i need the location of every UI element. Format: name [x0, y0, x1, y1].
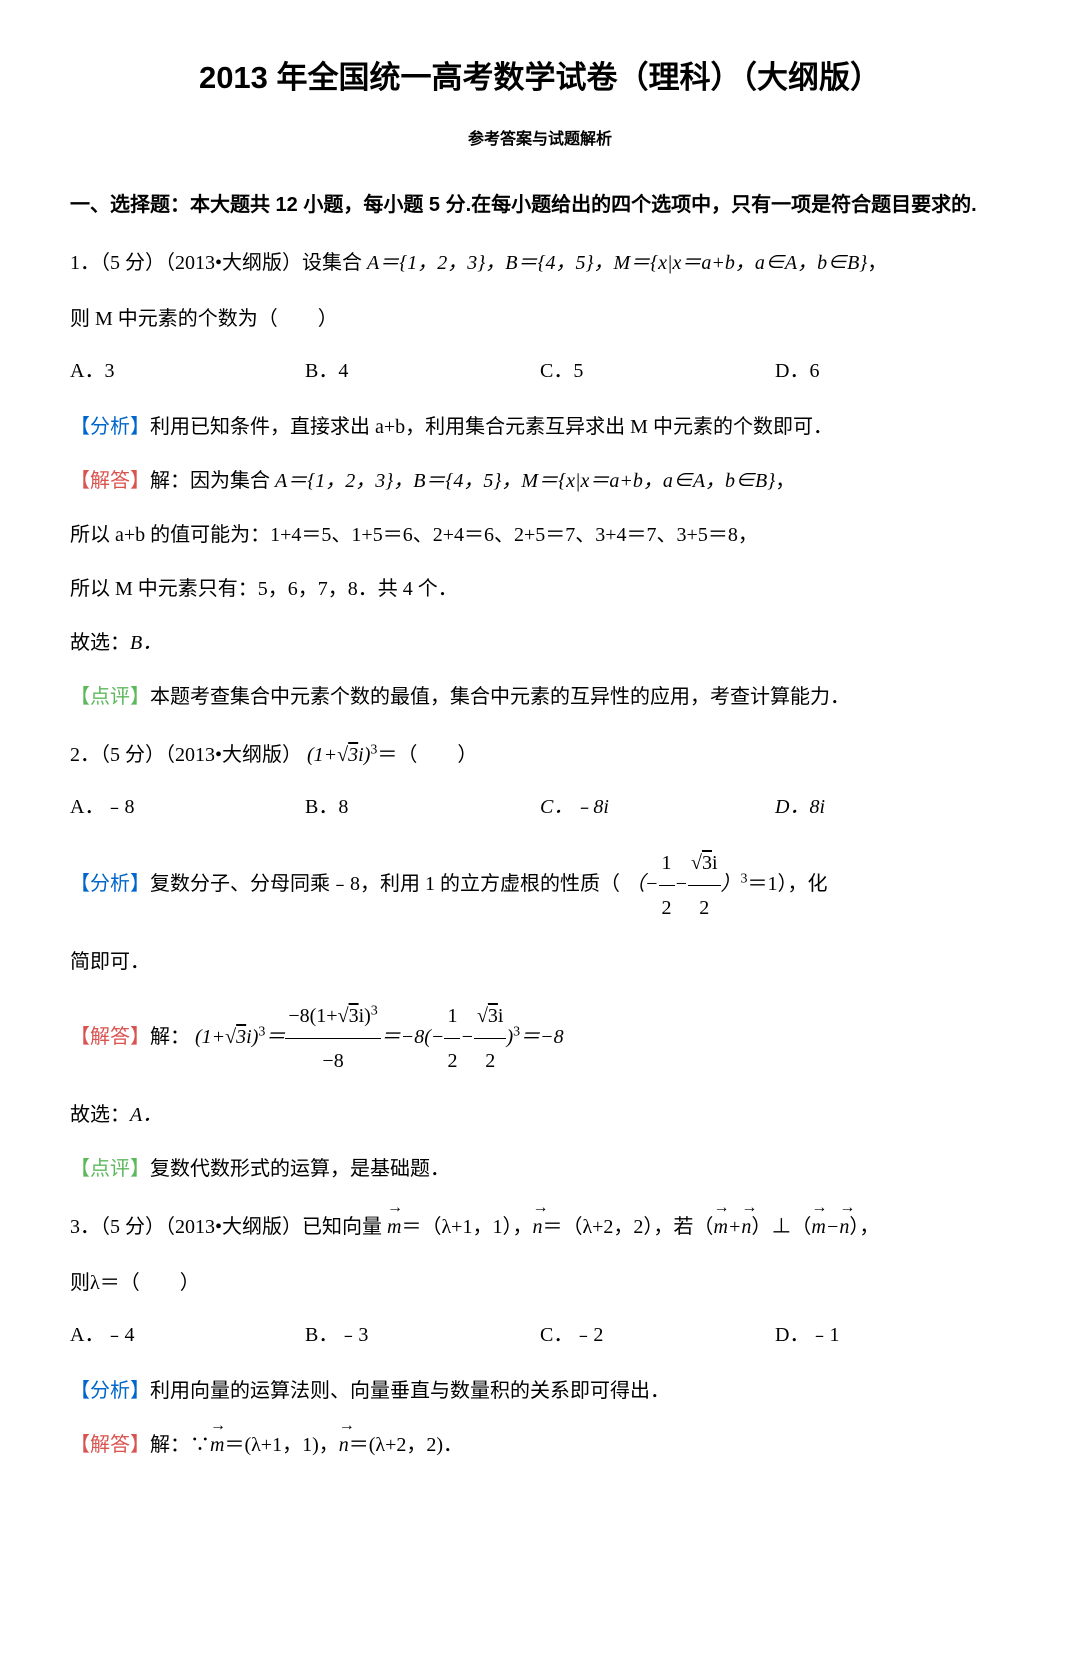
answer-prefix: 故选：	[70, 1104, 130, 1126]
q3-analysis: 【分析】利用向量的运算法则、向量垂直与数量积的关系即可得出．	[70, 1369, 1010, 1413]
q2-option-b: B．8	[305, 789, 540, 825]
q2-solution: 【解答】解： (1+√3i)3＝−8(1+√3i)3−8＝−8(−12−√3i2…	[70, 994, 1010, 1083]
q2-option-d: D．8i	[775, 789, 1010, 825]
q1-sol-pre: 因为集合	[190, 470, 275, 492]
q3-stem: 3．（5 分）（2013•大纲版）已知向量 m＝（λ+1，1），n＝（λ+2，2…	[70, 1205, 1010, 1249]
solution-label: 【解答】	[70, 470, 150, 492]
analysis-label: 【分析】	[70, 416, 150, 438]
q3-post: ），	[849, 1216, 879, 1238]
q3-number: 3．	[70, 1216, 100, 1238]
q3-option-a: A．﹣4	[70, 1317, 305, 1353]
q3-sol-pre: ∵	[190, 1434, 210, 1456]
q1-comment: 【点评】本题考查集合中元素个数的最值，集合中元素的互异性的应用，考查计算能力．	[70, 675, 1010, 719]
q2-stem: 2．（5 分）（2013•大纲版） (1+√3i)3＝（ ）	[70, 733, 1010, 777]
comment-label: 【点评】	[70, 1158, 150, 1180]
q3-option-d: D．﹣1	[775, 1317, 1010, 1353]
vector-m-icon: m	[210, 1423, 224, 1467]
question-3: 3．（5 分）（2013•大纲版）已知向量 m＝（λ+1，1），n＝（λ+2，2…	[70, 1205, 1010, 1467]
q1-number: 1．	[70, 252, 100, 274]
solve-prefix: 解：	[150, 1434, 190, 1456]
q3-mid3: ）⊥（	[751, 1216, 811, 1238]
answer-prefix: 故选：	[70, 632, 130, 654]
q2-number: 2．	[70, 744, 100, 766]
analysis-label: 【分析】	[70, 1380, 150, 1402]
vector-n-icon: n	[532, 1205, 542, 1249]
q1-answer-val: B．	[130, 632, 162, 654]
q3-diff: m−n	[811, 1216, 849, 1238]
q2-stem-post: ＝（ ）	[377, 744, 477, 766]
q3-options: A．﹣4 B．﹣3 C．﹣2 D．﹣1	[70, 1317, 1010, 1353]
question-2: 2．（5 分）（2013•大纲版） (1+√3i)3＝（ ） A．﹣8 B．8 …	[70, 733, 1010, 1191]
q1-stem-formula: A＝{1，2，3}，B＝{4，5}，M＝{x|x＝a+b，a∈A，b∈B}	[367, 252, 867, 274]
exam-subtitle: 参考答案与试题解析	[70, 126, 1010, 155]
solve-prefix: 解：	[150, 470, 190, 492]
q1-stem-1: 设集合	[302, 252, 367, 274]
q2-answer-val: A．	[130, 1104, 162, 1126]
q3-marks: （5 分）（2013•大纲版）	[100, 1216, 302, 1238]
solution-label: 【解答】	[70, 1026, 150, 1048]
q3-option-b: B．﹣3	[305, 1317, 540, 1353]
analysis-label: 【分析】	[70, 873, 150, 895]
q2-answer: 故选：A．	[70, 1093, 1010, 1137]
q2-cube-root-formula: （−12−√3i2）3	[625, 873, 748, 895]
solve-prefix: 解：	[150, 1026, 190, 1048]
q1-stem-2: ，	[867, 252, 887, 274]
q1-solution-l1: 【解答】解：因为集合 A＝{1，2，3}，B＝{4，5}，M＝{x|x＝a+b，…	[70, 459, 1010, 503]
q2-analysis: 【分析】复数分子、分母同乘﹣8，利用 1 的立方虚根的性质（ （−12−√3i2…	[70, 841, 1010, 930]
q1-stem: 1．（5 分）（2013•大纲版）设集合 A＝{1，2，3}，B＝{4，5}，M…	[70, 241, 1010, 285]
vector-n-icon: n	[339, 1423, 349, 1467]
q3-sol-mid1: ＝(λ+1，1)，	[224, 1434, 338, 1456]
q2-option-c: C．﹣8i	[540, 789, 775, 825]
q1-analysis-text: 利用已知条件，直接求出 a+b，利用集合元素互异求出 M 中元素的个数即可．	[150, 416, 833, 438]
q3-mid1: ＝（λ+1，1），	[401, 1216, 532, 1238]
q1-analysis: 【分析】利用已知条件，直接求出 a+b，利用集合元素互异求出 M 中元素的个数即…	[70, 405, 1010, 449]
q1-solution-l3: 所以 M 中元素只有：5，6，7，8．共 4 个．	[70, 567, 1010, 611]
q1-marks: （5 分）（2013•大纲版）	[100, 252, 302, 274]
q2-analysis-pre: 复数分子、分母同乘﹣8，利用 1 的立方虚根的性质（	[150, 873, 620, 895]
q2-options: A．﹣8 B．8 C．﹣8i D．8i	[70, 789, 1010, 825]
q2-analysis-l2: 简即可．	[70, 940, 1010, 984]
q2-comment-text: 复数代数形式的运算，是基础题．	[150, 1158, 450, 1180]
q3-mid2: ＝（λ+2，2），若（	[542, 1216, 713, 1238]
q3-solution: 【解答】解：∵m＝(λ+1，1)，n＝(λ+2，2)．	[70, 1423, 1010, 1467]
q3-sum: m+n	[713, 1216, 751, 1238]
q2-analysis-post: ＝1），化	[748, 873, 828, 895]
question-1: 1．（5 分）（2013•大纲版）设集合 A＝{1，2，3}，B＝{4，5}，M…	[70, 241, 1010, 719]
q1-answer: 故选：B．	[70, 621, 1010, 665]
q1-option-c: C．5	[540, 353, 775, 389]
q2-solution-formula: (1+√3i)3＝−8(1+√3i)3−8＝−8(−12−√3i2)3＝−8	[195, 1026, 564, 1048]
vector-m-icon: m	[387, 1205, 401, 1249]
section-header: 一、选择题：本大题共 12 小题，每小题 5 分.在每小题给出的四个选项中，只有…	[70, 185, 1010, 225]
q2-stem-formula: (1+√3i)3	[307, 744, 377, 766]
q1-option-a: A．3	[70, 353, 305, 389]
exam-title: 2013 年全国统一高考数学试卷（理科）（大纲版）	[70, 50, 1010, 106]
q3-analysis-text: 利用向量的运算法则、向量垂直与数量积的关系即可得出．	[150, 1380, 670, 1402]
q3-sol-post: ＝(λ+2，2)．	[349, 1434, 463, 1456]
q1-option-b: B．4	[305, 353, 540, 389]
q1-stem-line2: 则 M 中元素的个数为（ ）	[70, 297, 1010, 341]
comment-label: 【点评】	[70, 686, 150, 708]
q2-option-a: A．﹣8	[70, 789, 305, 825]
solution-label: 【解答】	[70, 1434, 150, 1456]
q2-comment: 【点评】复数代数形式的运算，是基础题．	[70, 1147, 1010, 1191]
q1-sol-post: ，	[775, 470, 795, 492]
q1-options: A．3 B．4 C．5 D．6	[70, 353, 1010, 389]
q1-sol-formula: A＝{1，2，3}，B＝{4，5}，M＝{x|x＝a+b，a∈A，b∈B}	[275, 470, 775, 492]
q1-option-d: D．6	[775, 353, 1010, 389]
q1-comment-text: 本题考查集合中元素个数的最值，集合中元素的互异性的应用，考查计算能力．	[150, 686, 850, 708]
q2-marks: （5 分）（2013•大纲版）	[100, 744, 302, 766]
q3-option-c: C．﹣2	[540, 1317, 775, 1353]
q1-solution-l2: 所以 a+b 的值可能为：1+4＝5、1+5＝6、2+4＝6、2+5＝7、3+4…	[70, 513, 1010, 557]
q3-stem-line2: 则λ＝（ ）	[70, 1261, 1010, 1305]
q3-stem-pre: 已知向量	[302, 1216, 387, 1238]
